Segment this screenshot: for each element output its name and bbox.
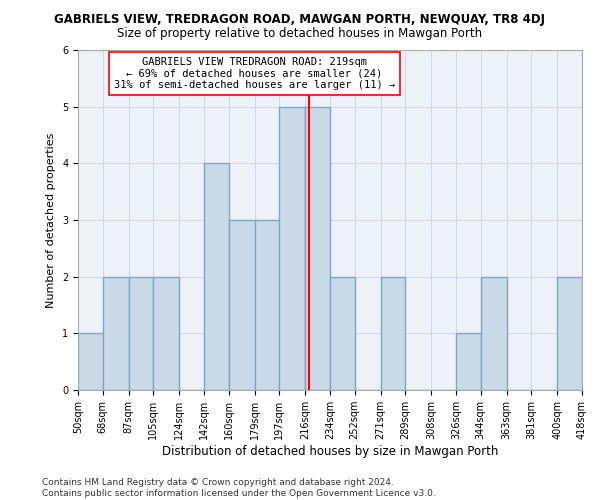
- Bar: [78, 334, 103, 390]
- Bar: [305, 106, 330, 390]
- Text: GABRIELS VIEW TREDRAGON ROAD: 219sqm
← 69% of detached houses are smaller (24)
3: GABRIELS VIEW TREDRAGON ROAD: 219sqm ← 6…: [114, 57, 395, 90]
- Bar: [128, 276, 154, 390]
- Text: Contains HM Land Registry data © Crown copyright and database right 2024.
Contai: Contains HM Land Registry data © Crown c…: [42, 478, 436, 498]
- Bar: [456, 334, 481, 390]
- X-axis label: Distribution of detached houses by size in Mawgan Porth: Distribution of detached houses by size …: [162, 445, 498, 458]
- Bar: [204, 164, 229, 390]
- Text: GABRIELS VIEW, TREDRAGON ROAD, MAWGAN PORTH, NEWQUAY, TR8 4DJ: GABRIELS VIEW, TREDRAGON ROAD, MAWGAN PO…: [55, 12, 545, 26]
- Bar: [103, 276, 128, 390]
- Bar: [254, 220, 280, 390]
- Bar: [330, 276, 355, 390]
- Bar: [481, 276, 506, 390]
- Bar: [557, 276, 582, 390]
- Bar: [280, 106, 305, 390]
- Text: Size of property relative to detached houses in Mawgan Porth: Size of property relative to detached ho…: [118, 28, 482, 40]
- Y-axis label: Number of detached properties: Number of detached properties: [46, 132, 56, 308]
- Bar: [380, 276, 406, 390]
- Bar: [154, 276, 179, 390]
- Bar: [229, 220, 254, 390]
